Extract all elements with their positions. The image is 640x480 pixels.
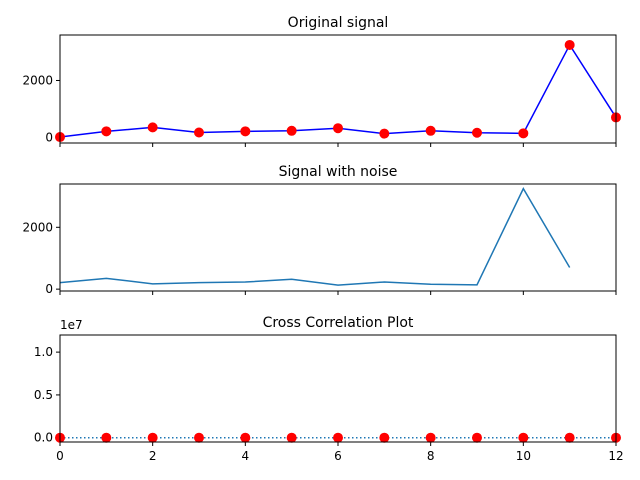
data-point — [472, 127, 482, 138]
chart-title: Original signal — [288, 15, 389, 31]
offset-base: 1e — [60, 318, 75, 332]
data-point — [379, 128, 390, 139]
y-tick-label: 2000 — [22, 73, 53, 87]
series-line — [60, 187, 571, 286]
subplot-1: Original signal 0 2000 — [22, 15, 621, 147]
x-tick-label: 2 — [149, 449, 157, 463]
axes-frame — [59, 334, 617, 443]
data-point — [564, 432, 575, 443]
data-point — [147, 122, 158, 133]
data-point — [564, 39, 575, 50]
data-point — [147, 432, 158, 443]
y-tick-label: 0.0 — [34, 431, 53, 445]
offset-exponent: 7 — [75, 318, 83, 332]
data-point — [379, 432, 390, 443]
x-tick-label: 0 — [56, 449, 64, 463]
y-tick-label: 0 — [45, 130, 53, 144]
subplot-2: Signal with noise 0 2000 — [22, 164, 617, 296]
data-point — [472, 432, 482, 443]
x-tick-label: 8 — [427, 449, 435, 463]
data-point — [101, 126, 112, 137]
data-point — [518, 432, 529, 443]
y-tick-label: 0.5 — [34, 388, 53, 402]
data-point — [425, 125, 436, 136]
y-tick-label: 1.0 — [34, 345, 53, 359]
x-tick-label: 6 — [334, 449, 342, 463]
x-tick-label: 10 — [516, 449, 531, 463]
data-point — [333, 432, 343, 443]
data-point — [425, 432, 436, 443]
data-point — [194, 432, 204, 443]
data-point — [240, 432, 251, 443]
data-point — [286, 125, 297, 136]
y-offset-label: 1e7 — [60, 318, 83, 332]
x-tick-label: 4 — [242, 449, 250, 463]
chart-title: Signal with noise — [279, 164, 398, 180]
data-point — [333, 123, 343, 134]
axes-frame — [59, 183, 617, 292]
y-tick-label: 0 — [45, 282, 53, 296]
data-point — [286, 432, 297, 443]
y-tick-label: 2000 — [22, 220, 53, 234]
subplot-3: Cross Correlation Plot 0.0 0.5 1.0 0 2 4 6 8 10 12… — [34, 315, 624, 463]
data-point — [240, 126, 251, 137]
data-point — [101, 432, 112, 443]
plot-area — [60, 187, 571, 286]
chart-title: Cross Correlation Plot — [263, 315, 414, 331]
data-point — [518, 128, 529, 139]
data-point — [194, 127, 204, 138]
x-tick-label: 12 — [608, 449, 623, 463]
plot-area — [60, 43, 616, 138]
series-line — [60, 43, 616, 138]
axes-frame — [59, 34, 617, 144]
